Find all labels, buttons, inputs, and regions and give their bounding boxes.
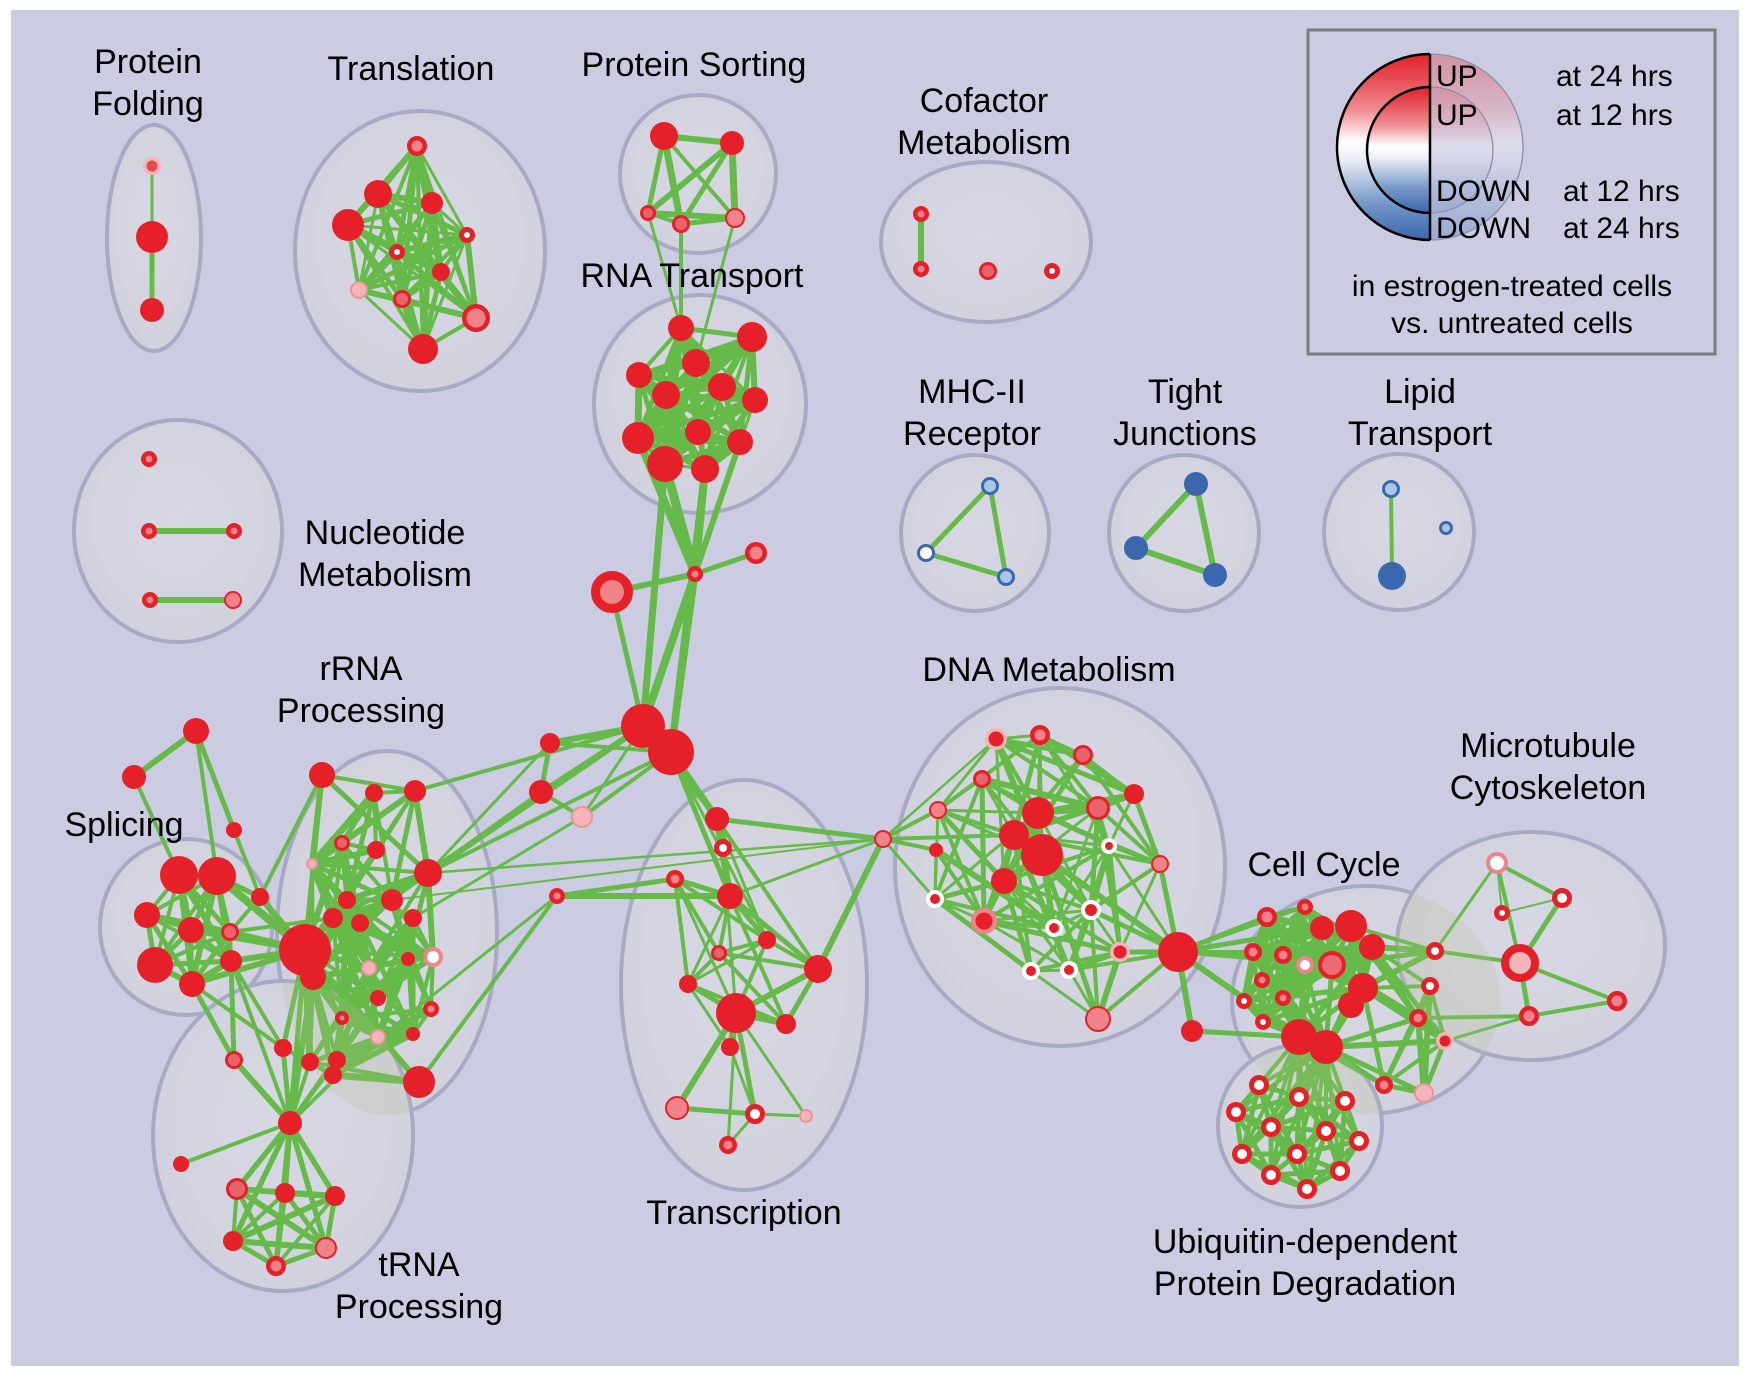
svg-text:Splicing: Splicing bbox=[64, 806, 183, 844]
svg-text:Metabolism: Metabolism bbox=[298, 556, 472, 594]
svg-text:rRNA: rRNA bbox=[319, 650, 402, 688]
svg-text:UP: UP bbox=[1436, 60, 1478, 93]
svg-text:Protein: Protein bbox=[94, 43, 202, 81]
svg-text:Cofactor: Cofactor bbox=[920, 82, 1049, 120]
svg-text:Tight: Tight bbox=[1148, 373, 1223, 411]
svg-text:MHC-II: MHC-II bbox=[918, 373, 1026, 411]
svg-text:RNA Transport: RNA Transport bbox=[581, 257, 805, 295]
svg-text:Cell Cycle: Cell Cycle bbox=[1247, 846, 1400, 884]
svg-text:Lipid: Lipid bbox=[1384, 373, 1456, 411]
svg-text:at 24 hrs: at 24 hrs bbox=[1556, 60, 1673, 93]
svg-text:Folding: Folding bbox=[92, 85, 204, 123]
svg-text:Cytoskeleton: Cytoskeleton bbox=[1450, 769, 1647, 807]
svg-text:Receptor: Receptor bbox=[903, 415, 1041, 453]
svg-text:Junctions: Junctions bbox=[1113, 415, 1257, 453]
svg-text:at 12 hrs: at 12 hrs bbox=[1556, 99, 1673, 132]
svg-text:Processing: Processing bbox=[335, 1288, 503, 1326]
svg-text:Ubiquitin-dependent: Ubiquitin-dependent bbox=[1153, 1223, 1458, 1261]
svg-text:Protein Sorting: Protein Sorting bbox=[582, 46, 807, 84]
svg-text:DOWN: DOWN bbox=[1436, 175, 1531, 208]
svg-text:Metabolism: Metabolism bbox=[897, 124, 1071, 162]
svg-text:at 12 hrs: at 12 hrs bbox=[1563, 175, 1680, 208]
svg-text:tRNA: tRNA bbox=[378, 1246, 460, 1284]
svg-text:Transport: Transport bbox=[1348, 415, 1493, 453]
svg-text:Protein Degradation: Protein Degradation bbox=[1154, 1265, 1456, 1303]
svg-text:UP: UP bbox=[1436, 99, 1478, 132]
svg-text:in estrogen-treated cells: in estrogen-treated cells bbox=[1352, 270, 1672, 303]
svg-text:Processing: Processing bbox=[277, 692, 445, 730]
svg-text:DOWN: DOWN bbox=[1436, 212, 1531, 245]
svg-text:at 24 hrs: at 24 hrs bbox=[1563, 212, 1680, 245]
svg-text:Translation: Translation bbox=[328, 50, 495, 88]
svg-text:Microtubule: Microtubule bbox=[1460, 727, 1636, 765]
svg-text:vs. untreated cells: vs. untreated cells bbox=[1391, 307, 1633, 340]
svg-text:Transcription: Transcription bbox=[646, 1194, 841, 1232]
svg-text:Nucleotide: Nucleotide bbox=[305, 514, 466, 552]
svg-text:DNA Metabolism: DNA Metabolism bbox=[922, 651, 1175, 689]
